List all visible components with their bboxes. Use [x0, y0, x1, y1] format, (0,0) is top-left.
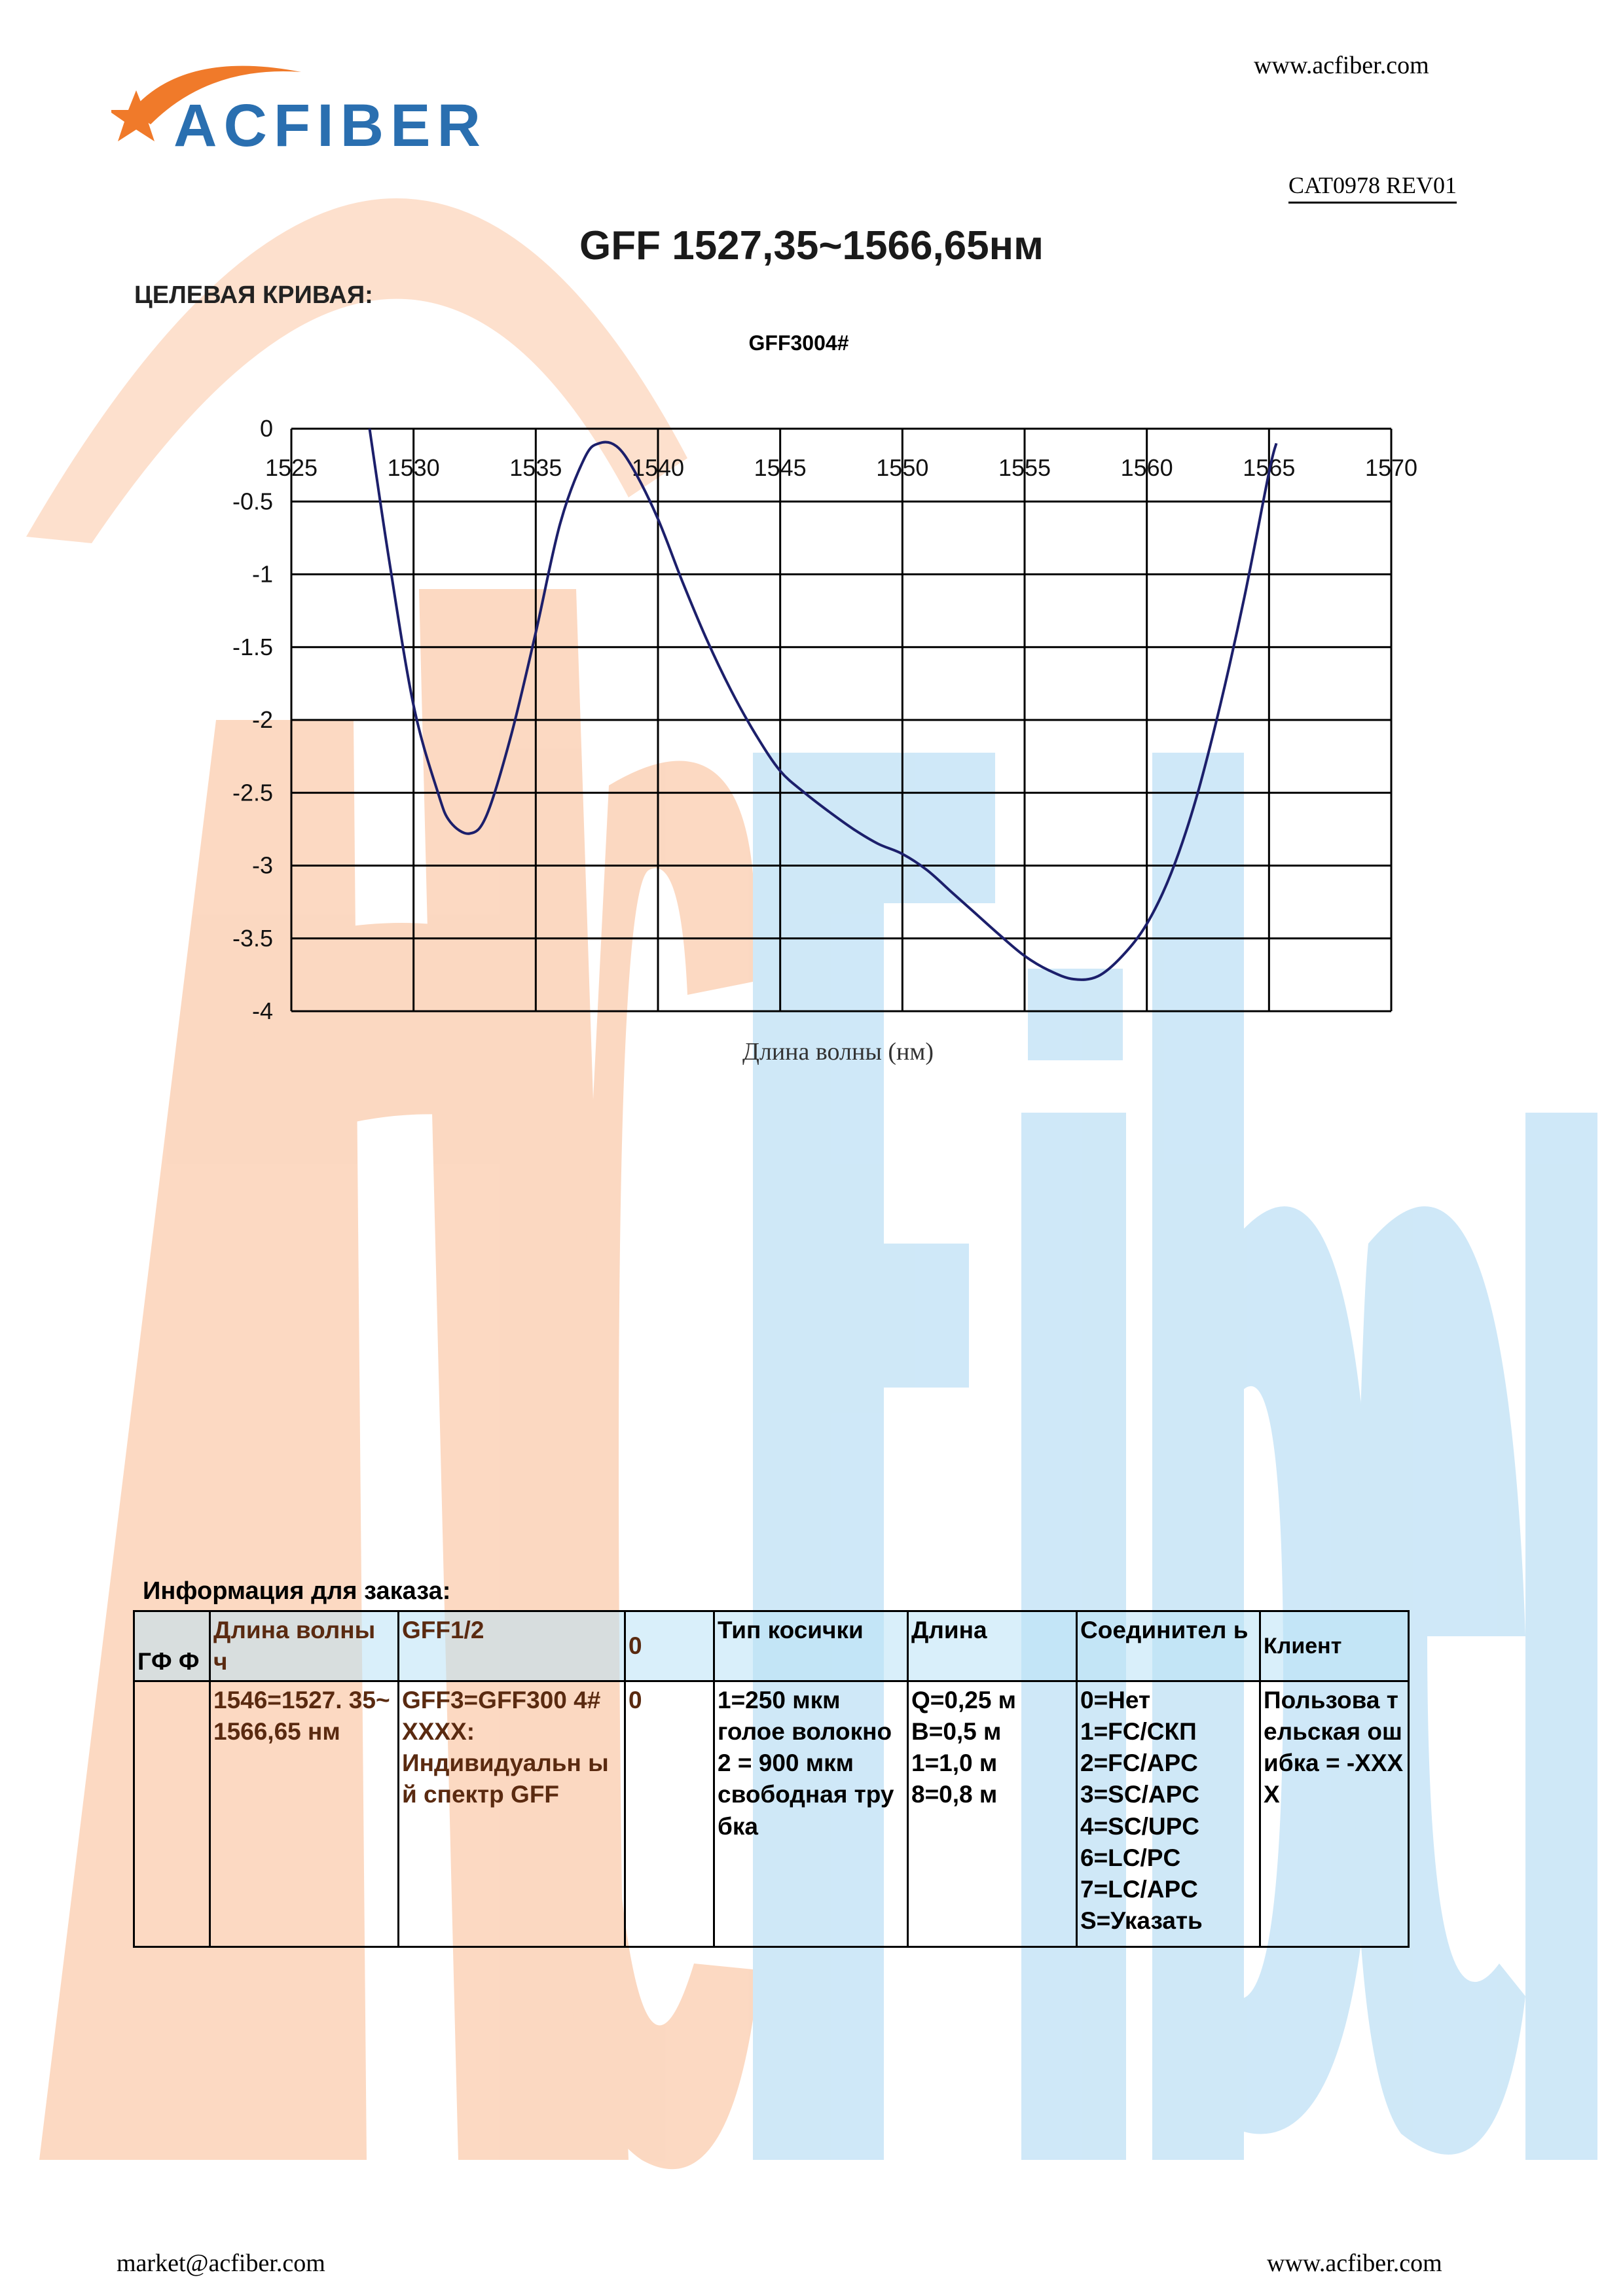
- y-tick-label-0: 0: [260, 415, 273, 442]
- connector-option-8: S=Указать: [1080, 1907, 1203, 1934]
- cell-length-options: Q=0,25 м B=0,5 м 1=1,0 м 8=0,8 м: [907, 1680, 1078, 1948]
- header-cell-connector: Соединител ь: [1076, 1609, 1261, 1683]
- x-tick-label-0: 1525: [265, 454, 318, 481]
- gff-option-1: GFF3=GFF300 4#: [402, 1687, 601, 1714]
- x-tick-label-1: 1530: [388, 454, 440, 481]
- y-tick-label-7: -3.5: [232, 925, 273, 952]
- y-tick-label-2: -1: [252, 561, 273, 588]
- pigtail-option-1: 1=250 мкм: [718, 1687, 841, 1714]
- chart-series: [368, 428, 1278, 981]
- x-tick-label-5: 1550: [876, 454, 928, 481]
- gff-option-2: XXXX:: [402, 1718, 475, 1746]
- header-cell-wavelength: Длина волны ч: [209, 1609, 399, 1683]
- x-axis-label: Длина волны (нм): [742, 1038, 934, 1066]
- connector-option-2: 1=FC/СКП: [1080, 1718, 1197, 1746]
- header-cell-length: Длина: [907, 1609, 1078, 1683]
- x-tick-labels: 1525 1530 1535 1540 1545 1550 1555 1560 1565 1570: [265, 454, 1417, 481]
- order-info-title: Информация для заказа:: [143, 1577, 451, 1605]
- series-line-0: [368, 428, 1278, 981]
- x-tick-label-7: 1560: [1121, 454, 1173, 481]
- y-tick-label-6: -3: [252, 852, 273, 879]
- header-cell-pigtail-type: Тип косички: [713, 1609, 909, 1683]
- x-tick-label-4: 1545: [754, 454, 807, 481]
- doc-code: CAT0978 REV01: [1288, 171, 1457, 204]
- cell-connector-options: 0=Нет 1=FC/СКП 2=FC/APC 3=SC/APC 4=SC/UP…: [1076, 1680, 1261, 1948]
- length-option-2: B=0,5 м: [911, 1718, 1002, 1746]
- x-tick-label-9: 1570: [1365, 454, 1417, 481]
- x-tick-label-2: 1535: [509, 454, 562, 481]
- footer-website[interactable]: www.acfiber.com: [1267, 2250, 1442, 2277]
- order-table: ГФ Ф Длина волны ч GFF1/2 0 Тип косички …: [133, 1609, 1410, 1948]
- connector-option-3: 2=FC/APC: [1080, 1749, 1198, 1777]
- header-cell-gff: GFF1/2: [397, 1609, 626, 1683]
- target-curve-chart: 0 -0.5 -1 -1.5 -2 -2.5 -3 -3.5 -4 1525 1530 1535 15…: [232, 415, 1417, 1021]
- chart-grid: [290, 427, 1393, 1013]
- cell-gff-options: GFF3=GFF300 4# XXXX: Индивидуальн ый спе…: [397, 1680, 626, 1948]
- pigtail-option-4: свободная трубка: [718, 1781, 894, 1840]
- cell-pigtail-options: 1=250 мкм голое волокно 2 = 900 мкм своб…: [713, 1680, 909, 1948]
- cell-wavelength: 1546=1527. 35~1566,65 нм: [209, 1680, 399, 1948]
- footer-email[interactable]: market@acfiber.com: [117, 2250, 325, 2277]
- header-website[interactable]: www.acfiber.com: [1254, 52, 1429, 79]
- pigtail-option-2: голое волокно: [718, 1718, 892, 1746]
- page-title: GFF 1527,35~1566,65нм: [579, 223, 1044, 268]
- order-table-row: 1546=1527. 35~1566,65 нм GFF3=GFF300 4# …: [133, 1680, 1410, 1948]
- connector-option-1: 0=Нет: [1080, 1687, 1151, 1714]
- chart-title: GFF3004#: [748, 331, 849, 355]
- gff-option-3: Индивидуальн ый спектр GFF: [402, 1749, 609, 1808]
- y-tick-label-3: -1.5: [232, 634, 273, 660]
- logo-text: ACFIBER: [173, 92, 487, 159]
- length-option-4: 8=0,8 м: [911, 1781, 998, 1808]
- connector-option-7: 7=LC/APC: [1080, 1875, 1198, 1903]
- length-option-3: 1=1,0 м: [911, 1749, 998, 1777]
- order-table-header-row: ГФ Ф Длина волны ч GFF1/2 0 Тип косички …: [133, 1609, 1410, 1683]
- x-tick-label-3: 1540: [632, 454, 684, 481]
- section-label: ЦЕЛЕВАЯ КРИВАЯ:: [134, 281, 373, 309]
- header-cell-client: Клиент: [1259, 1609, 1410, 1683]
- pigtail-option-3: 2 = 900 мкм: [718, 1749, 854, 1777]
- y-tick-label-1: -0.5: [232, 488, 273, 514]
- connector-option-4: 3=SC/APC: [1080, 1781, 1199, 1808]
- y-tick-label-8: -4: [252, 997, 273, 1021]
- logo: ACFIBER: [111, 52, 481, 159]
- length-option-1: Q=0,25 м: [911, 1687, 1017, 1714]
- cell-zero: 0: [624, 1680, 715, 1948]
- x-tick-label-6: 1555: [998, 454, 1051, 481]
- cell-gf: [133, 1680, 211, 1948]
- y-tick-labels: 0 -0.5 -1 -1.5 -2 -2.5 -3 -3.5 -4: [232, 415, 273, 1021]
- logo-swoosh-icon: [111, 65, 301, 141]
- header-cell-zero: 0: [624, 1609, 715, 1683]
- y-tick-label-5: -2.5: [232, 779, 273, 806]
- connector-option-6: 6=LC/PC: [1080, 1844, 1181, 1871]
- cell-client: Пользова тельская ошибка = -XXXX: [1259, 1680, 1410, 1948]
- y-tick-label-4: -2: [252, 706, 273, 733]
- connector-option-5: 4=SC/UPC: [1080, 1812, 1199, 1840]
- header-cell-gf: ГФ Ф: [133, 1609, 211, 1683]
